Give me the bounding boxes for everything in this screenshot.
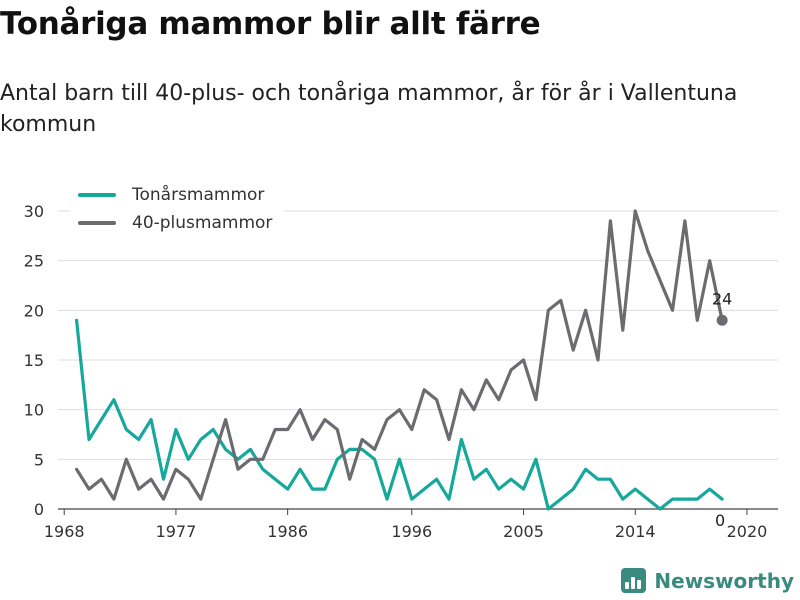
x-tick-label: 1996	[391, 522, 432, 541]
series-line-ton-rsmammor[interactable]	[74, 318, 724, 511]
y-tick-label: 15	[24, 351, 44, 370]
legend-swatch-40-plusmammor	[78, 221, 116, 225]
end-labels: 24 0	[712, 289, 732, 530]
x-tick-label: 1968	[44, 522, 85, 541]
x-tick-label: 2005	[503, 522, 544, 541]
newsworthy-logo-icon	[621, 568, 647, 593]
legend-label-40-plusmammor: 40-plusmammor	[132, 213, 273, 233]
legend: Tonårsmammor 40-plusmammor	[70, 182, 284, 240]
end-value-label: 24	[712, 289, 732, 308]
x-axis: 1968 1977 1986 1996 2005 2014 2020	[44, 509, 767, 541]
y-tick-label: 10	[24, 401, 44, 420]
y-tick-label: 5	[34, 450, 44, 469]
y-tick-label: 25	[24, 252, 44, 271]
brand-name: Newsworthy	[654, 568, 794, 593]
x-tick-label: 2020	[727, 522, 768, 541]
legend-item-tonarsmammor[interactable]: Tonårsmammor	[78, 182, 264, 208]
end-point-marker[interactable]	[716, 314, 728, 326]
x-tick-label: 1977	[156, 522, 197, 541]
series-line-40-plusmammor[interactable]	[74, 209, 724, 501]
end-value-label: 0	[715, 511, 725, 530]
legend-label-tonarsmammor: Tonårsmammor	[132, 185, 265, 205]
x-tick-label: 2014	[615, 522, 656, 541]
x-tick-label: 1986	[267, 522, 308, 541]
y-tick-label: 0	[34, 500, 44, 519]
y-tick-label: 30	[24, 202, 44, 221]
chart-title: Tonåriga mammor blir allt färre	[0, 6, 541, 42]
y-tick-label: 20	[24, 301, 44, 320]
legend-swatch-tonarsmammor	[78, 193, 116, 197]
legend-item-40-plusmammor[interactable]: 40-plusmammor	[78, 210, 272, 236]
y-axis: 0 5 10 15 20 25 30	[24, 202, 44, 519]
series-lines	[74, 209, 724, 511]
chart-subtitle: Antal barn till 40-plus- och tonåriga ma…	[0, 81, 738, 137]
newsworthy-brand[interactable]: Newsworthy	[621, 568, 794, 593]
